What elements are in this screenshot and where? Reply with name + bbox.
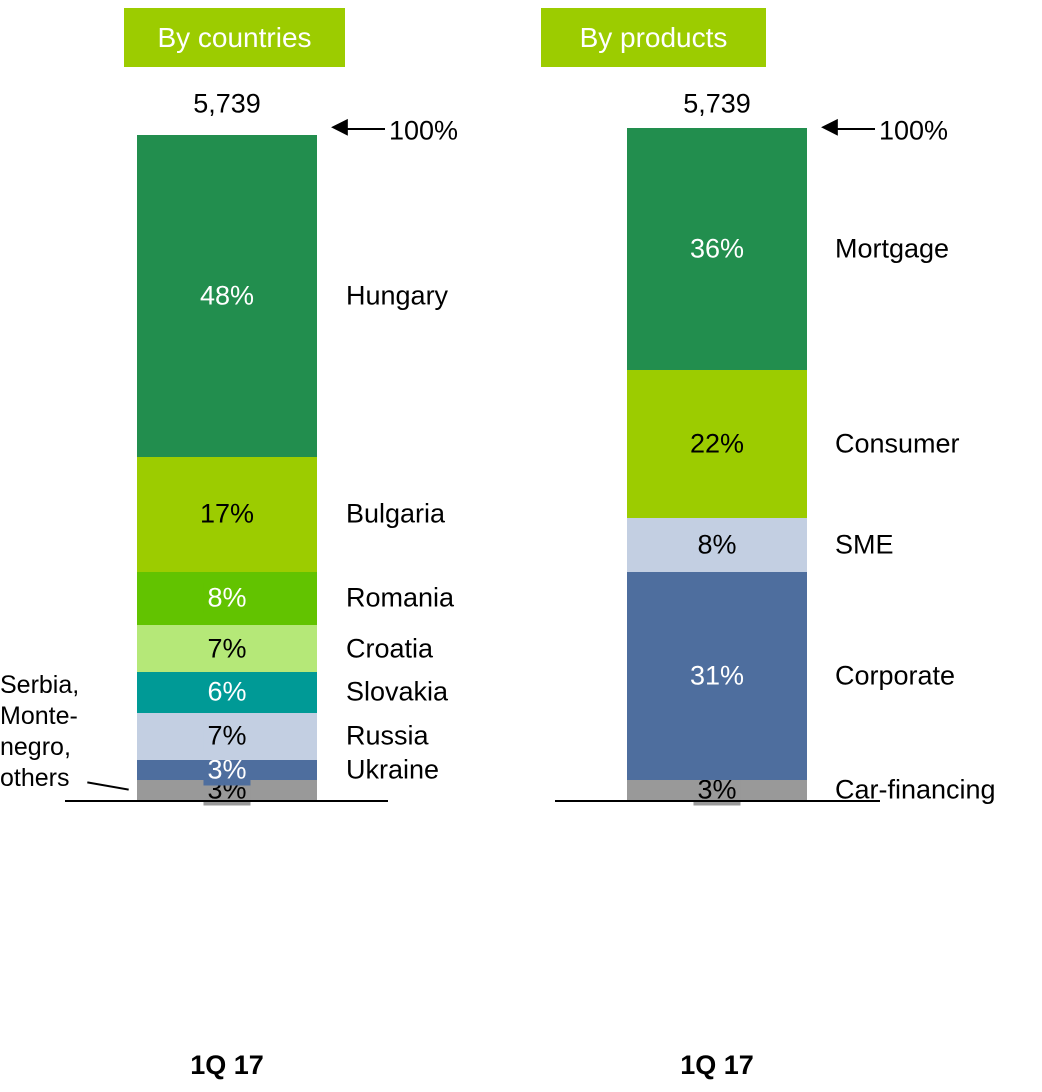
value-label: 22%	[685, 428, 749, 460]
baseline	[65, 800, 388, 802]
legend-label: Serbia, Monte- negro, others	[0, 670, 80, 792]
legend-label: Ukraine	[346, 754, 440, 785]
legend-label: Bulgaria	[346, 498, 446, 529]
top-annotation: 100%	[389, 115, 459, 146]
baseline	[555, 800, 880, 802]
category-label: 1Q 17	[190, 1050, 264, 1080]
total-label: 5,739	[193, 88, 261, 119]
total-label: 5,739	[683, 88, 751, 119]
arrow-head: ◀	[821, 113, 838, 138]
category-label: 1Q 17	[680, 1050, 754, 1080]
value-label: 36%	[685, 233, 749, 265]
legend-label: Croatia	[346, 633, 434, 664]
legend-label: Romania	[346, 582, 455, 613]
value-label: 7%	[203, 633, 251, 665]
value-label: 48%	[195, 280, 259, 312]
value-label: 6%	[203, 676, 251, 708]
legend-label: Russia	[346, 720, 429, 751]
legend-label: Mortgage	[835, 233, 950, 264]
legend-label: Consumer	[835, 428, 960, 459]
arrow-head: ◀	[331, 113, 348, 138]
legend-label: Hungary	[346, 280, 449, 311]
arrow-line	[337, 128, 385, 130]
value-label: 31%	[685, 660, 749, 692]
value-label: 17%	[195, 498, 259, 530]
top-annotation: 100%	[879, 115, 949, 146]
leader-line	[87, 781, 129, 791]
legend-label: Car-financing	[835, 774, 996, 805]
chart-title: By countries	[124, 8, 345, 67]
value-label: 8%	[203, 582, 251, 614]
legend-label: Corporate	[835, 660, 956, 691]
legend-label: Slovakia	[346, 676, 449, 707]
value-label: 7%	[203, 720, 251, 752]
arrow-line	[827, 128, 875, 130]
legend-label: SME	[835, 529, 894, 560]
chart-title: By products	[541, 8, 766, 67]
value-label: 8%	[693, 529, 741, 561]
